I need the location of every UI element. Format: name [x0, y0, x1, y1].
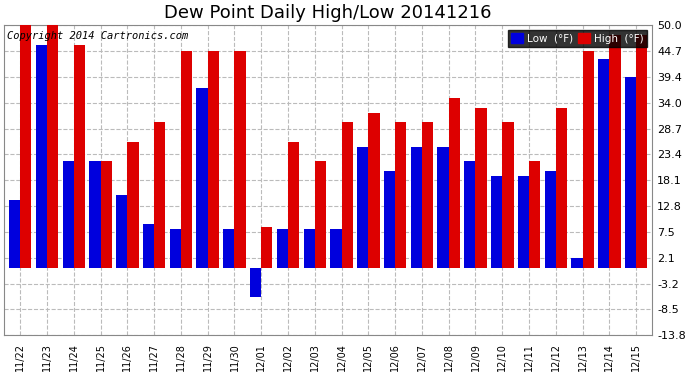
Bar [315, 161, 326, 268]
Bar [74, 45, 85, 268]
Bar [357, 147, 368, 268]
Bar [625, 76, 636, 268]
Bar [288, 142, 299, 268]
Bar [636, 35, 647, 268]
Bar [518, 176, 529, 268]
Bar [235, 51, 246, 268]
Bar [422, 122, 433, 268]
Bar [20, 25, 32, 268]
Bar [571, 258, 582, 268]
Bar [395, 122, 406, 268]
Bar [143, 224, 154, 268]
Bar [36, 45, 47, 268]
Bar [609, 35, 620, 268]
Bar [277, 229, 288, 268]
Bar [437, 147, 448, 268]
Bar [197, 88, 208, 268]
Bar [411, 147, 422, 268]
Bar [9, 200, 20, 268]
Bar [47, 25, 58, 268]
Bar [464, 161, 475, 268]
Bar [529, 161, 540, 268]
Bar [368, 112, 380, 268]
Title: Dew Point Daily High/Low 20141216: Dew Point Daily High/Low 20141216 [164, 4, 492, 22]
Bar [544, 171, 556, 268]
Bar [170, 229, 181, 268]
Bar [331, 229, 342, 268]
Bar [250, 268, 262, 297]
Bar [342, 122, 353, 268]
Bar [475, 108, 486, 268]
Bar [224, 229, 235, 268]
Bar [128, 142, 139, 268]
Bar [556, 108, 567, 268]
Bar [154, 122, 166, 268]
Bar [598, 59, 609, 268]
Bar [384, 171, 395, 268]
Bar [502, 122, 513, 268]
Bar [116, 195, 128, 268]
Bar [582, 51, 594, 268]
Bar [304, 229, 315, 268]
Bar [63, 161, 74, 268]
Bar [491, 176, 502, 268]
Bar [208, 51, 219, 268]
Legend: Low  (°F), High  (°F): Low (°F), High (°F) [508, 30, 647, 47]
Bar [262, 227, 273, 268]
Bar [89, 161, 101, 268]
Bar [181, 51, 192, 268]
Bar [448, 98, 460, 268]
Text: Copyright 2014 Cartronics.com: Copyright 2014 Cartronics.com [8, 32, 188, 41]
Bar [101, 161, 112, 268]
